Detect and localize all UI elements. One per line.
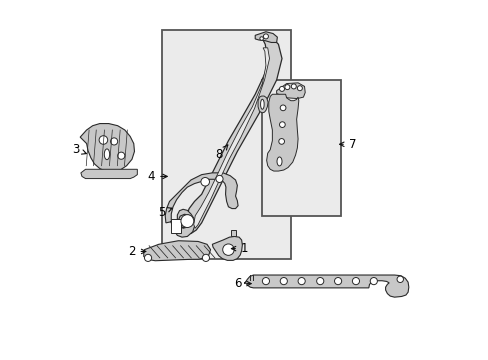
Text: 7: 7	[339, 138, 356, 151]
Circle shape	[298, 278, 305, 285]
Circle shape	[334, 278, 341, 285]
Polygon shape	[230, 230, 235, 236]
Circle shape	[279, 122, 285, 127]
Circle shape	[222, 244, 234, 255]
Circle shape	[297, 86, 302, 91]
Circle shape	[279, 86, 284, 91]
Ellipse shape	[276, 157, 282, 166]
Circle shape	[259, 37, 263, 40]
Circle shape	[201, 177, 209, 186]
Polygon shape	[185, 37, 282, 234]
Ellipse shape	[260, 99, 264, 109]
Text: 4: 4	[147, 170, 167, 183]
Polygon shape	[165, 173, 238, 237]
Text: 2: 2	[128, 245, 145, 258]
Circle shape	[280, 278, 287, 285]
Polygon shape	[276, 83, 305, 99]
Polygon shape	[255, 32, 277, 42]
Circle shape	[369, 278, 377, 285]
Circle shape	[118, 152, 124, 159]
Polygon shape	[266, 94, 298, 171]
Bar	[262, 80, 340, 216]
Polygon shape	[143, 241, 210, 261]
Text: 6: 6	[234, 277, 251, 290]
Circle shape	[280, 105, 285, 111]
Circle shape	[278, 139, 284, 144]
Circle shape	[216, 175, 223, 183]
Circle shape	[396, 276, 403, 283]
Text: 3: 3	[72, 143, 86, 156]
Polygon shape	[193, 48, 269, 228]
Bar	[171, 219, 181, 233]
Circle shape	[352, 278, 359, 285]
Text: 8: 8	[215, 145, 227, 162]
Circle shape	[291, 84, 296, 89]
Circle shape	[110, 138, 118, 145]
Polygon shape	[258, 96, 267, 113]
Circle shape	[316, 278, 323, 285]
Polygon shape	[80, 123, 134, 172]
Circle shape	[144, 254, 151, 261]
Polygon shape	[81, 169, 137, 179]
Circle shape	[262, 278, 269, 285]
Circle shape	[263, 34, 268, 39]
Circle shape	[99, 136, 107, 144]
Circle shape	[202, 254, 209, 261]
Text: 1: 1	[231, 242, 248, 255]
Circle shape	[285, 85, 289, 90]
Text: 5: 5	[158, 206, 172, 219]
Ellipse shape	[104, 149, 109, 159]
Polygon shape	[244, 275, 408, 297]
Bar	[162, 30, 290, 258]
Polygon shape	[212, 237, 242, 260]
Circle shape	[181, 215, 193, 228]
